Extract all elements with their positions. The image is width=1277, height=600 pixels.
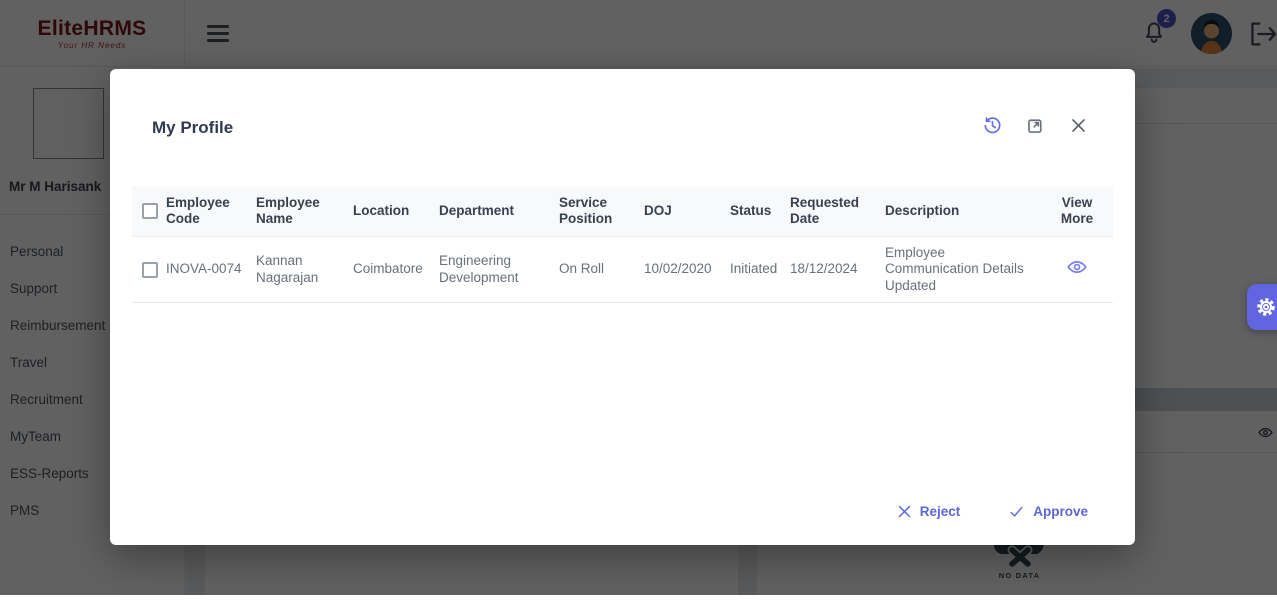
table-row: INOVA-0074 Kannan Nagarajan Coimbatore E… — [132, 236, 1113, 303]
history-icon — [984, 117, 1001, 134]
reject-button[interactable]: Reject — [897, 504, 961, 519]
close-icon — [1072, 119, 1085, 132]
table-header-row: Employee Code Employee Name Location Dep… — [132, 186, 1113, 237]
reject-x-icon — [898, 505, 910, 518]
row-checkbox[interactable] — [142, 261, 158, 278]
cell-employee-code: INOVA-0074 — [166, 261, 242, 277]
approve-label: Approve — [1033, 504, 1088, 519]
cell-service-position: On Roll — [559, 261, 605, 277]
gear-icon — [1257, 298, 1275, 316]
settings-fab-button[interactable] — [1247, 284, 1277, 330]
col-doj: DOJ — [644, 202, 672, 218]
col-department: Department — [439, 202, 515, 218]
approve-check-icon — [1010, 506, 1023, 517]
col-employee-name: Employee Name — [256, 195, 320, 226]
eye-icon — [1067, 261, 1087, 274]
col-location: Location — [353, 202, 410, 218]
col-employee-code: Employee Code — [166, 195, 230, 226]
close-button[interactable] — [1068, 115, 1089, 136]
my-profile-modal: My Profile — [110, 69, 1135, 545]
col-description: Description — [885, 202, 960, 218]
cell-status: Initiated — [730, 261, 778, 277]
approve-button[interactable]: Approve — [1008, 504, 1088, 519]
select-all-checkbox[interactable] — [142, 202, 158, 219]
col-service-position: Service Position — [559, 195, 613, 226]
cell-requested-date: 18/12/2024 — [790, 261, 858, 277]
cell-employee-name: Kannan Nagarajan — [256, 253, 319, 285]
col-view-more: View More — [1060, 195, 1094, 226]
reject-label: Reject — [919, 504, 961, 519]
history-button[interactable] — [982, 115, 1003, 136]
expand-icon — [1028, 119, 1042, 133]
col-requested-date: Requested Date — [790, 195, 860, 226]
cell-description: Employee Communication Details Updated — [885, 244, 1024, 293]
modal-footer: Reject Approve — [897, 504, 1088, 519]
cell-doj: 10/02/2020 — [644, 261, 712, 277]
expand-button[interactable] — [1025, 115, 1046, 136]
col-status: Status — [730, 202, 772, 218]
modal-title: My Profile — [152, 118, 234, 137]
view-more-button[interactable] — [1066, 256, 1088, 278]
cell-department: Engineering Development — [439, 253, 519, 285]
cell-location: Coimbatore — [353, 261, 423, 277]
approvals-table: Employee Code Employee Name Location Dep… — [132, 186, 1113, 303]
modal-header-actions — [982, 115, 1089, 136]
